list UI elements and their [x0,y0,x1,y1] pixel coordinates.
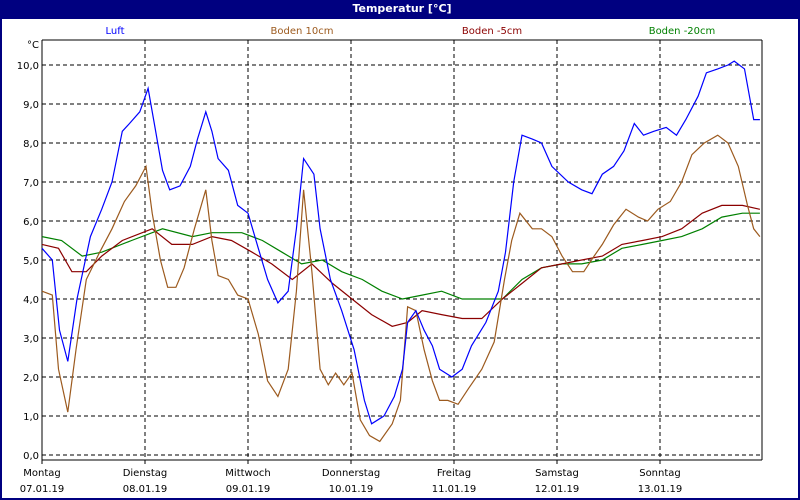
y-tick-label: 5,0 [23,256,39,267]
x-tick-date: 10.01.19 [329,484,374,495]
legend-entry: Boden -5cm [462,26,522,37]
legend-entry: Luft [106,26,125,37]
x-tick-date: 11.01.19 [432,484,477,495]
x-tick-day: Montag [23,468,60,479]
y-tick-label: 10,0 [17,61,39,72]
y-tick-label: 8,0 [23,139,39,150]
y-tick-label: 3,0 [23,334,39,345]
x-tick-date: 13.01.19 [638,484,683,495]
y-tick-label: 9,0 [23,100,39,111]
window-title: Temperatur [°C] [2,0,800,19]
y-tick-label: 6,0 [23,217,39,228]
x-tick-day: Freitag [437,468,471,479]
x-tick-day: Dienstag [123,468,168,479]
x-tick-date: 08.01.19 [123,484,168,495]
series-line-luft [41,60,760,425]
x-tick-date: 12.01.19 [535,484,580,495]
series-line-boden-10cm [41,134,761,443]
x-tick-date: 07.01.19 [20,484,65,495]
series-line-boden-20cm [41,212,760,300]
y-tick-label: 2,0 [23,373,39,384]
y-tick-label: 4,0 [23,295,39,306]
x-tick-day: Samstag [535,468,579,479]
y-tick-label: 0,0 [23,451,39,462]
y-tick-label: 7,0 [23,178,39,189]
x-tick-day: Sonntag [639,468,681,479]
x-tick-day: Donnerstag [322,468,380,479]
y-tick-label: 1,0 [23,412,39,423]
x-tick-day: Mittwoch [225,468,270,479]
series-line-boden-5cm [41,204,761,327]
x-tick-date: 09.01.19 [226,484,271,495]
y-axis-unit: °C [27,40,39,51]
legend-entry: Boden -20cm [649,26,716,37]
legend-entry: Boden 10cm [271,26,334,37]
